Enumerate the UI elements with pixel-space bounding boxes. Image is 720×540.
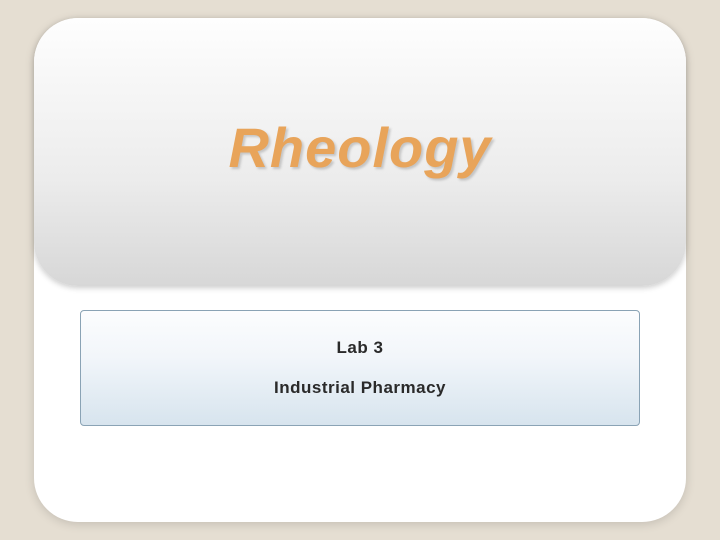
slide-title: Rheology (228, 115, 491, 180)
slide-background: Rheology Lab 3 Industrial Pharmacy (0, 0, 720, 540)
subtitle-panel: Lab 3 Industrial Pharmacy (80, 310, 640, 426)
title-panel: Rheology (34, 18, 686, 286)
subtitle-line-2: Industrial Pharmacy (274, 378, 446, 398)
subtitle-line-1: Lab 3 (337, 338, 384, 358)
